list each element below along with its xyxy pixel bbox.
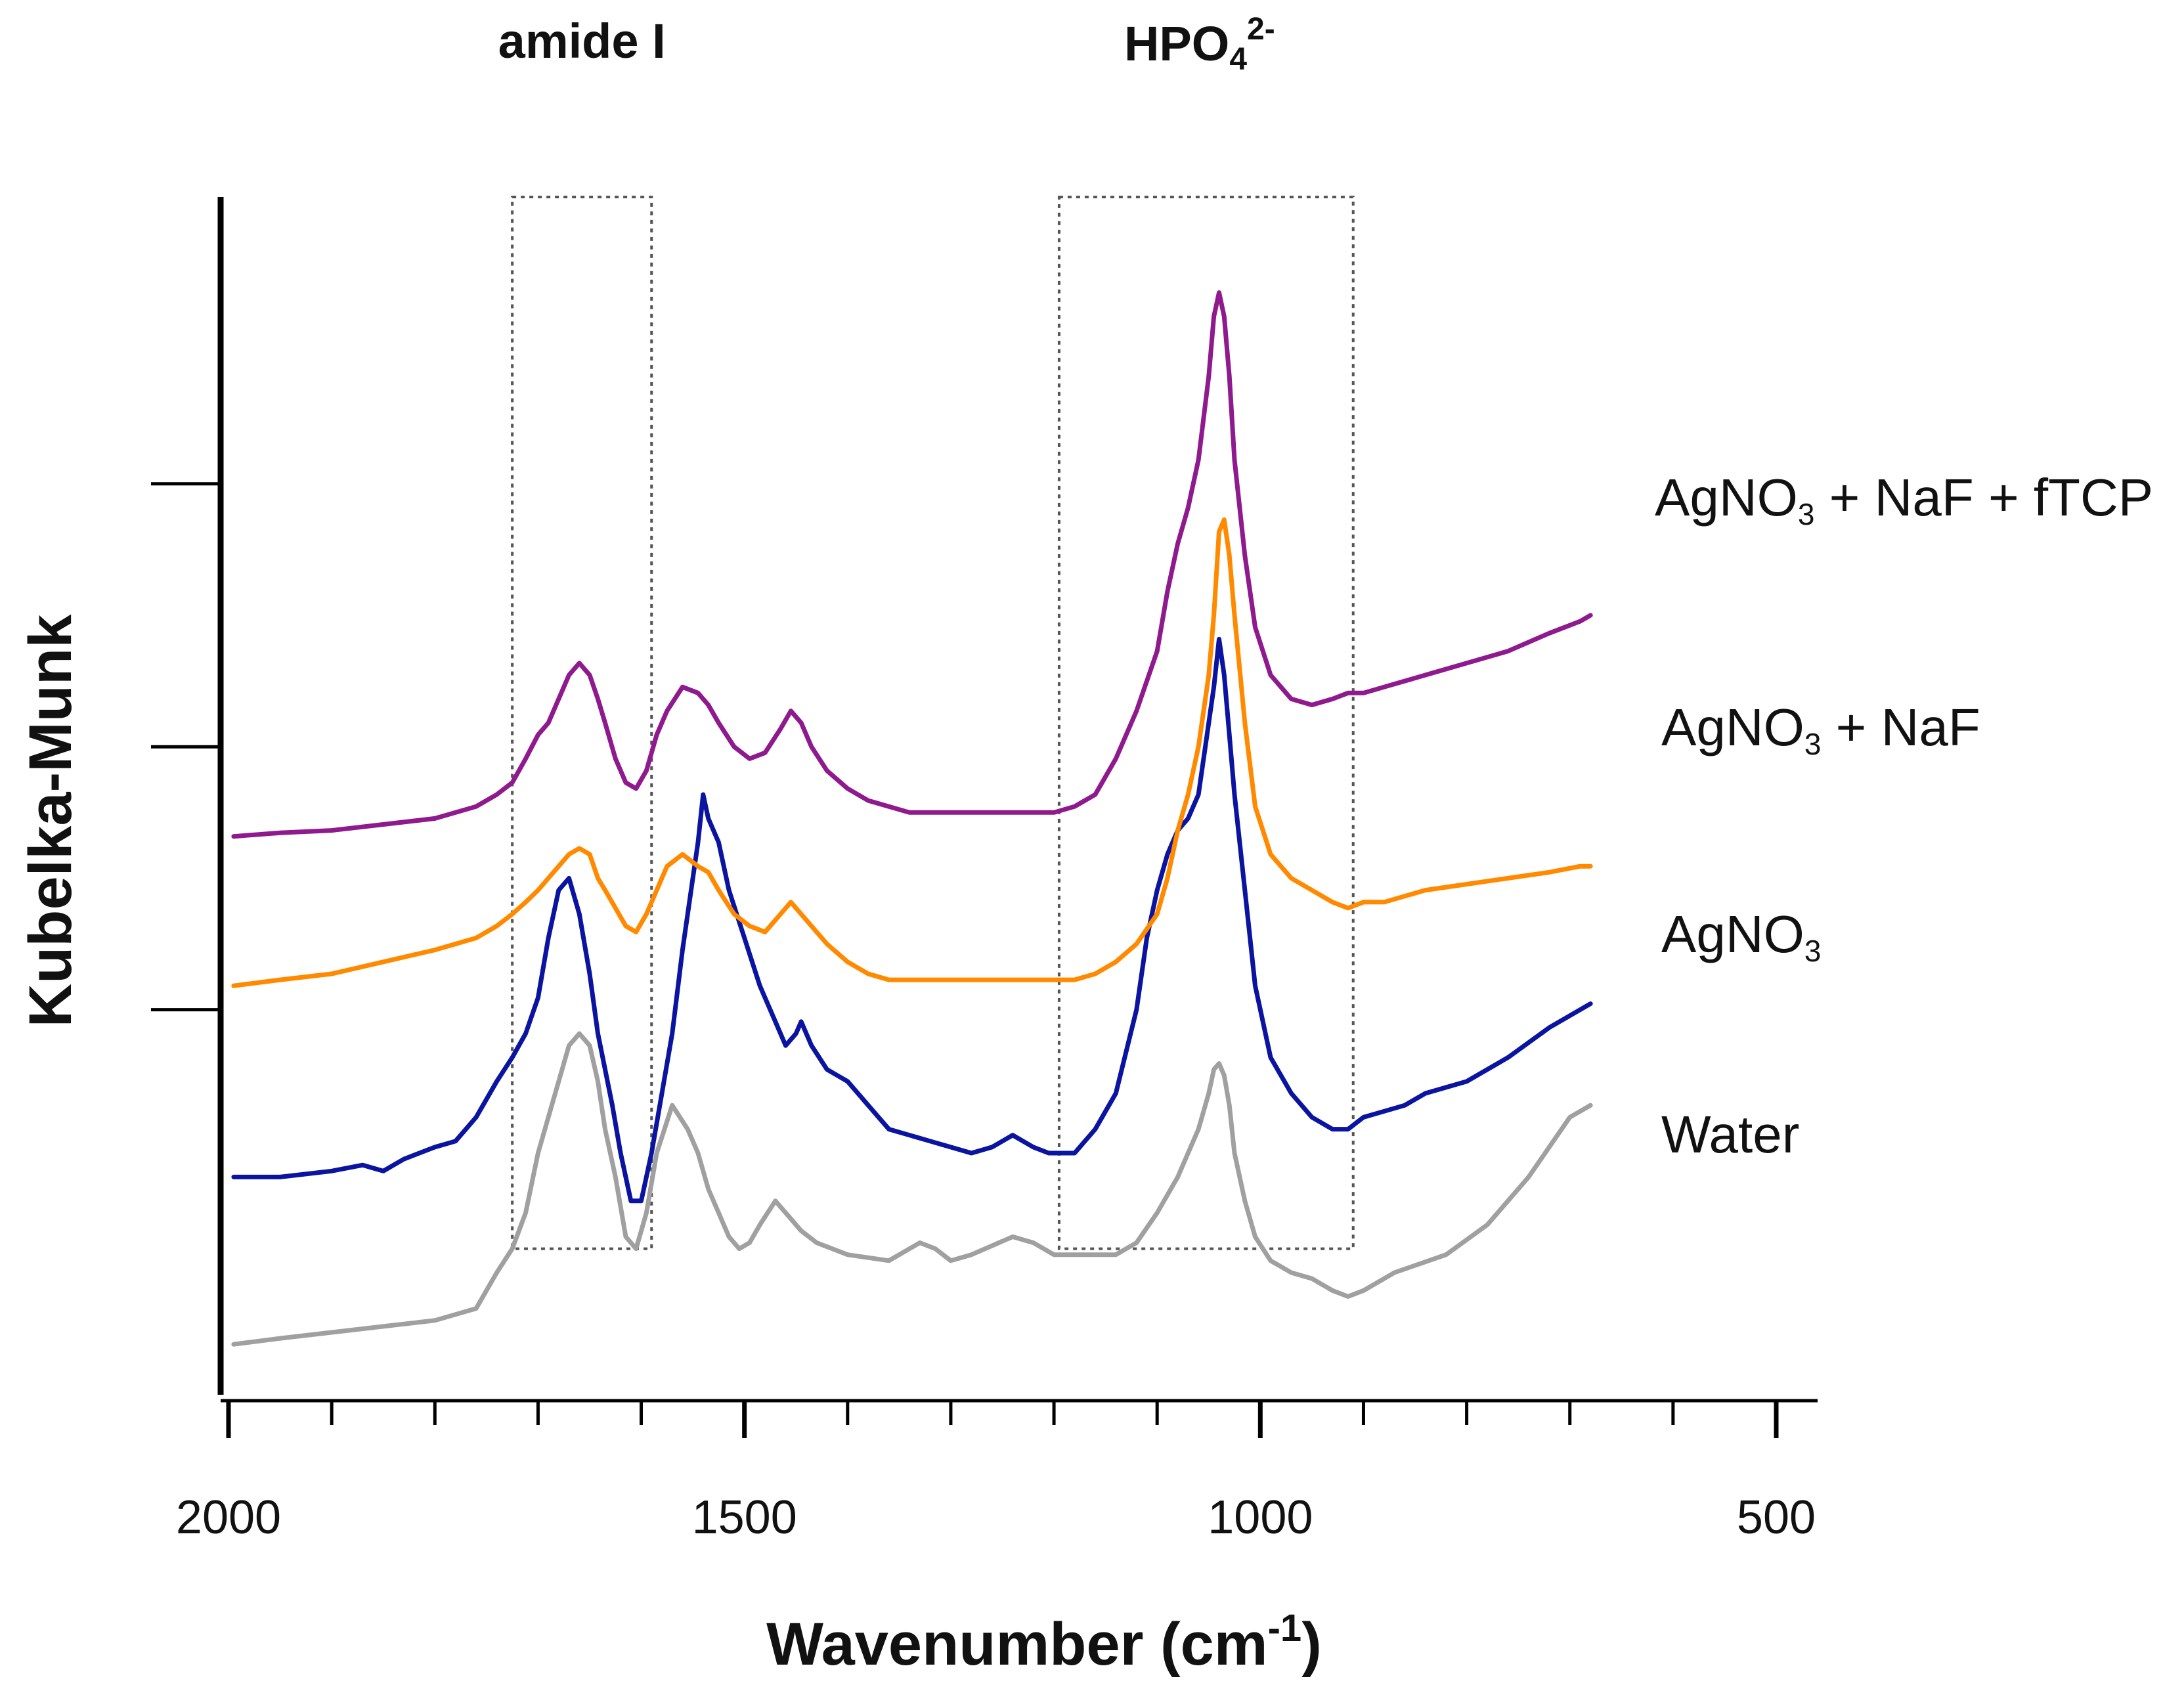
series-line-3 — [231, 290, 1593, 839]
series-label-0-main: Water — [1661, 1105, 1799, 1164]
series-label-1-sub: 3 — [1804, 934, 1822, 968]
series-line-2 — [231, 517, 1593, 988]
y-axis-title: Kubelka-Munk — [17, 614, 84, 1028]
series-label-2-main: AgNO — [1661, 698, 1804, 756]
region-label-phosphate-sub: 4 — [1229, 42, 1247, 77]
highlight-regions — [511, 196, 1355, 1250]
amide-region-box — [511, 196, 653, 1250]
region-label-amide: amide I — [498, 14, 666, 68]
x-tick-label-1000: 1000 — [1208, 1491, 1313, 1544]
series-label-0: Water — [1661, 1105, 1799, 1164]
y-axis-ticks — [151, 482, 221, 1012]
x-tick-label-500: 500 — [1737, 1491, 1816, 1544]
series-label-2: AgNO3 + NaF — [1661, 698, 1980, 761]
series-label-1: AgNO3 — [1661, 905, 1821, 968]
series-line-1 — [231, 636, 1593, 1204]
series-label-3-rest: + NaF + fTCP — [1814, 468, 2153, 527]
x-axis-title-end: ) — [1301, 1611, 1322, 1678]
x-axis-ticks — [226, 1401, 1779, 1438]
series-line-0 — [231, 1031, 1593, 1347]
x-axis-tick-labels: 2000 1500 1000 500 — [176, 1491, 1816, 1544]
x-tick-label-1500: 1500 — [692, 1491, 797, 1544]
series-label-2-rest: + NaF — [1821, 698, 1980, 756]
series-label-3-sub: 3 — [1798, 497, 1815, 531]
x-axis-title-main: Wavenumber (cm — [766, 1611, 1267, 1678]
region-label-phosphate-main: HPO — [1124, 16, 1229, 71]
x-axis-title-sup: -1 — [1268, 1607, 1302, 1650]
series-label-1-main: AgNO — [1661, 905, 1804, 963]
region-label-phosphate: HPO42- — [1124, 12, 1275, 77]
series-label-2-sub: 3 — [1804, 727, 1822, 761]
x-tick-label-2000: 2000 — [176, 1491, 281, 1544]
region-label-phosphate-sup: 2- — [1247, 12, 1275, 47]
phosphate-region-box — [1057, 196, 1355, 1250]
series-label-3-main: AgNO — [1655, 468, 1798, 527]
spectra-series — [231, 290, 1593, 1347]
series-label-3: AgNO3 + NaF + fTCP — [1655, 468, 2153, 531]
x-axis-title: Wavenumber (cm-1) — [766, 1607, 1322, 1678]
